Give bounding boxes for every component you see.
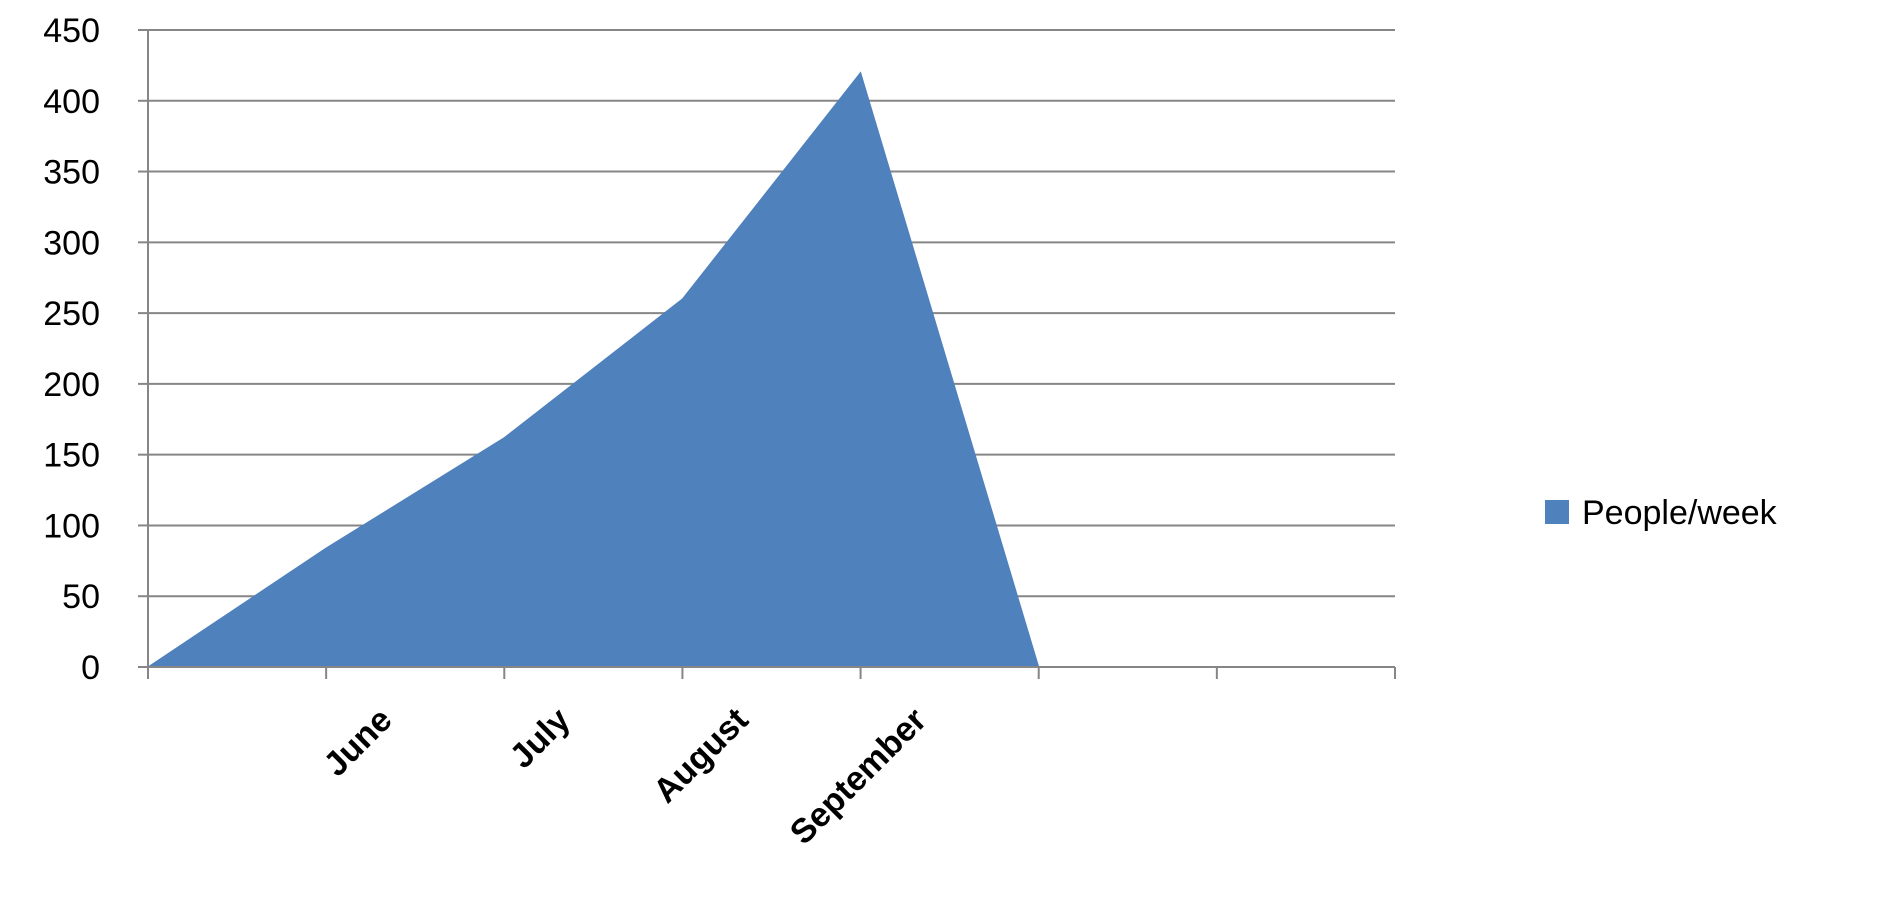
y-tick-label: 250 <box>43 295 100 333</box>
y-tick-label: 150 <box>43 437 100 475</box>
legend-label: People/week <box>1582 494 1778 532</box>
y-tick-label: 100 <box>43 507 100 545</box>
y-tick-label: 50 <box>62 578 100 616</box>
y-tick-label: 300 <box>43 224 100 262</box>
x-tick-label: August <box>646 701 756 811</box>
legend: People/week <box>1545 494 1778 532</box>
y-tick-label: 350 <box>43 154 100 192</box>
y-tick-label: 200 <box>43 366 100 404</box>
y-axis-tick-labels: 0 50 100 150 200 250 300 350 400 450 <box>43 12 100 687</box>
legend-swatch <box>1545 500 1569 524</box>
x-axis-tick-labels: June July August September <box>317 701 934 852</box>
y-tick-label: 400 <box>43 83 100 121</box>
axes <box>138 29 1396 679</box>
x-tick-label: September <box>783 701 934 852</box>
series-area <box>146 71 1040 668</box>
x-tick-label: June <box>317 701 400 784</box>
area-series-people-week <box>146 71 1040 668</box>
y-tick-label: 450 <box>43 12 100 50</box>
y-tick-label: 0 <box>81 649 100 687</box>
x-tick-label: July <box>503 701 578 776</box>
